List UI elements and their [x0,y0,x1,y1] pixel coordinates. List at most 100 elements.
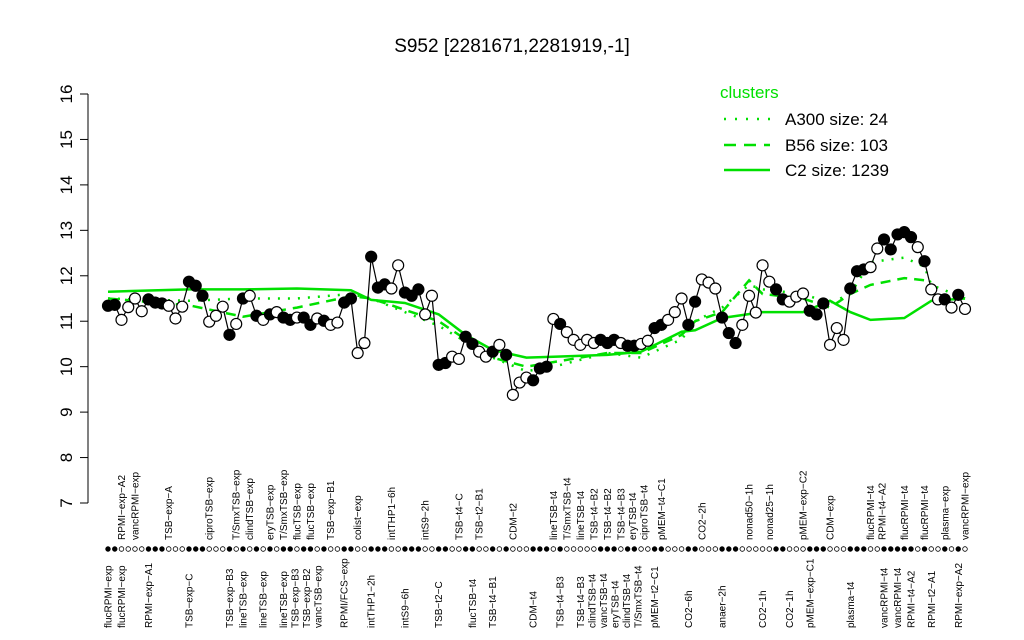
sample-label-top: pMEM−exp−C2 [799,470,810,540]
sample-label-top: T/SmxTSB−exp [232,469,243,540]
data-point [952,288,965,301]
sample-label-bottom: CO2−6h [684,590,695,628]
rug-mark [915,546,921,552]
rug-mark [543,546,550,552]
rug-mark [597,546,604,552]
rug-mark [678,546,685,552]
sample-label-top: ciproTSB−exp [205,476,216,540]
sample-label-bottom: eryTSB−t4 [610,580,621,628]
sample-label-top: vancRPMI−exp [130,471,141,540]
legend-label-c2: C2 size: 1239 [785,161,889,180]
rug-mark [112,546,118,552]
data-point [722,326,735,340]
data-point [925,283,938,296]
rug-mark [732,546,739,552]
rug-mark [834,546,840,552]
sample-label-bottom: RPMI/FCS−exp [340,558,351,628]
rug-mark [780,546,786,552]
rug-mark [354,546,361,552]
data-point [871,242,884,255]
rug-mark [746,546,752,552]
y-axis: 7 8 9 10 11 12 13 14 15 16 [57,85,89,508]
y-tick-label: 16 [57,85,76,104]
rug-mark [793,546,799,552]
sample-label-top: TSB−t4−B2 [589,488,600,540]
rug-mark [388,546,395,552]
sample-label-top: lineTSB−t4 [576,490,587,540]
rug-mark [213,546,219,552]
rug-mark [638,546,644,552]
sample-label-top: nonad50−1h [745,484,756,540]
rug-mark [172,546,179,552]
data-point [243,289,256,302]
data-point [223,328,236,341]
rug-mark [469,546,476,552]
y-tick-label: 8 [57,453,76,462]
rug-mark [395,546,401,552]
sample-label-top: TSB−exp−A [164,486,175,540]
sample-label-bottom: TSB−t2−C [434,581,445,628]
rug-mark [530,546,536,552]
data-point [135,305,148,318]
rug-mark [435,546,442,552]
data-point [230,317,243,331]
sample-label-bottom: lineTSB−exp [238,571,249,628]
sample-label-bottom: pMEM−t2−C1 [650,566,661,628]
data-point [452,352,465,366]
data-point [864,261,877,274]
sample-label-bottom: CO2−1h [785,590,796,628]
data-point [682,318,695,331]
sample-label-top: eryTSB−t4 [628,492,639,540]
rug-mark [705,546,712,552]
rug-mark [145,546,152,552]
rug-mark [813,546,820,552]
data-point [500,348,513,361]
data-point [196,289,209,302]
data-point [506,388,519,401]
sample-label-top: flucRPMI−t4 [920,485,931,540]
sample-label-top: nonad25−1h [765,484,776,540]
sample-label-top: T/SmxTSB−t4 [562,477,573,540]
data-point [365,250,378,263]
rug-mark [888,546,894,552]
rug-mark [327,546,334,552]
sample-label-bottom: flucTSB−t4 [468,578,479,628]
data-point [844,282,857,295]
data-point [331,316,344,329]
sample-label-bottom: CO2−1h [758,590,769,628]
rug-mark [962,546,968,552]
data-point [837,333,850,346]
rug-mark [712,546,719,552]
sample-label-bottom: TSB−exp−B2 [302,568,313,628]
data-point [823,338,837,351]
sample-label-bottom: RPMI−t4−A2 [907,570,918,628]
rug-mark [462,546,469,552]
sample-label-top: eryTSB−exp [265,484,276,540]
rug-mark [820,546,826,552]
rug-mark [233,546,239,552]
sample-label-top: pMEM−t4−C1 [657,478,668,540]
sample-label-top: lineTSB−t4 [549,490,560,540]
sample-label-top: TSB−t4−B2 [603,488,614,540]
chart-title: S952 [2281671,2281919,-1] [394,36,630,57]
data-point [527,374,540,387]
rug-mark [294,546,300,552]
data-point [810,308,823,321]
rug-mark [408,546,415,552]
sample-label-top: RPMI−t4−A2 [878,482,889,540]
rug-mark [415,546,422,552]
sample-label-top: CO2−2h [697,502,708,540]
sample-label-top: flucTSB−exp [292,483,303,540]
sample-label-bottom: plasma−t4 [846,581,857,628]
legend: clusters A300 size: 24 B56 size: 103 C2 … [720,83,889,180]
sample-label-bottom: flucRPMI−exp [117,565,128,628]
data-point [945,301,958,314]
sample-label-top: intS9−2h [421,500,432,540]
rug-mark [685,546,692,552]
rug-mark [786,546,793,552]
rug-mark [220,546,226,552]
rug-mark [928,546,934,552]
data-point [425,289,439,302]
data-point [392,259,405,272]
